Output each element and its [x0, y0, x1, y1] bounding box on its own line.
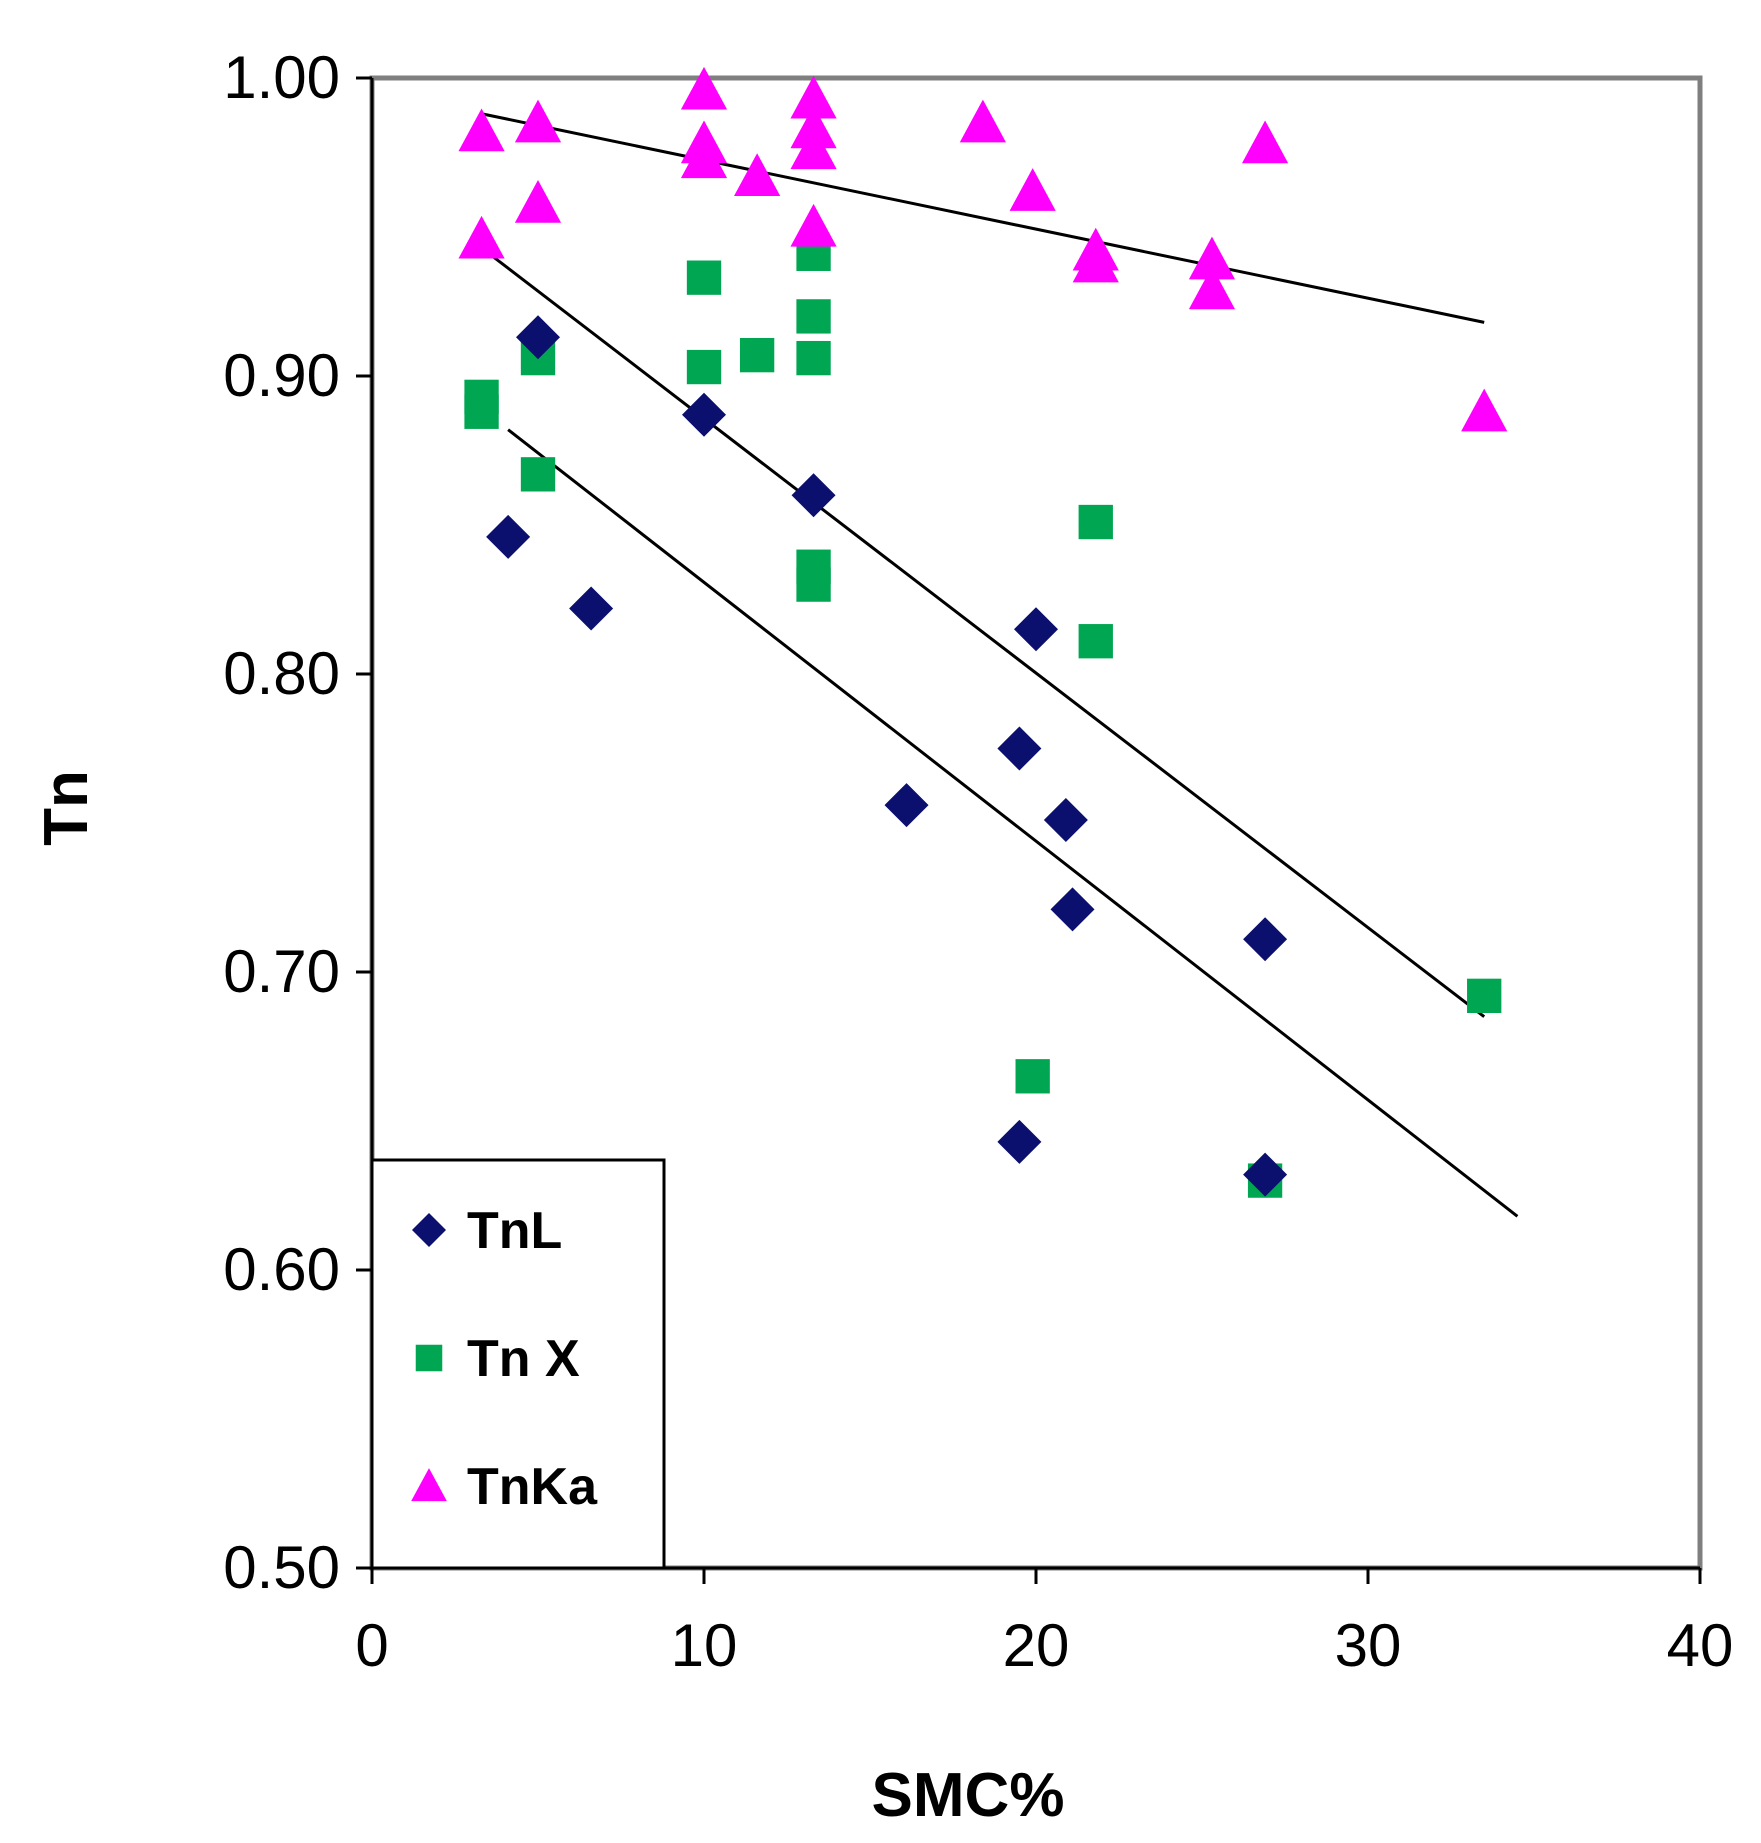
x-tick-label: 0: [355, 1612, 388, 1679]
data-point-triangle: [1188, 236, 1236, 280]
data-point-diamond: [997, 1119, 1042, 1164]
data-point-square: [1015, 1059, 1050, 1094]
data-point-diamond: [1243, 1152, 1288, 1197]
data-point-triangle: [734, 153, 781, 196]
legend-marker-diamond: [412, 1213, 446, 1247]
data-point-diamond: [791, 473, 836, 518]
x-axis-title: SMC%: [872, 1761, 1065, 1830]
data-point-triangle: [514, 180, 562, 223]
data-point-square: [1078, 504, 1113, 540]
data-point-triangle: [514, 99, 562, 143]
data-point-diamond: [1014, 607, 1058, 652]
data-point-triangle: [1072, 239, 1119, 283]
legend-label: TnL: [467, 1202, 562, 1260]
data-point-triangle: [458, 215, 505, 259]
y-axis-title: Tn: [32, 770, 101, 846]
data-point-square: [796, 340, 831, 376]
data-point-square: [796, 567, 831, 602]
data-point-triangle: [458, 108, 505, 152]
legend-marker-triangle: [411, 1468, 447, 1502]
data-point-triangle: [790, 75, 837, 119]
trendline: [480, 246, 1486, 1018]
data-point-diamond: [1243, 917, 1288, 962]
trendline: [481, 112, 1485, 324]
data-point-diamond: [682, 392, 726, 437]
data-point-square: [464, 394, 499, 429]
data-point-diamond: [516, 315, 560, 360]
legend-marker-square: [415, 1344, 443, 1372]
legend: TnL Tn X TnKa: [370, 1158, 666, 1570]
data-point-square: [1467, 978, 1502, 1013]
data-points: [458, 66, 1508, 1198]
data-point-triangle: [680, 66, 728, 110]
data-point-triangle: [1241, 120, 1289, 164]
x-tick-label: 20: [1003, 1612, 1070, 1679]
x-tick-label: 10: [671, 1612, 738, 1679]
data-point-triangle: [1188, 266, 1236, 310]
data-point-square: [739, 337, 775, 373]
trendline: [507, 428, 1519, 1218]
data-point-square: [1078, 624, 1113, 659]
data-point-triangle: [680, 135, 728, 179]
y-tick-label: 0.60: [223, 1236, 340, 1303]
data-point-triangle: [1461, 388, 1508, 432]
axes: 0.50 0.60 0.70 0.80 0.90 1.00 0 10 20 30 40: [223, 44, 1733, 1679]
y-tick-label: 0.80: [223, 640, 340, 707]
x-tick-label: 30: [1335, 1612, 1402, 1679]
y-tick-label: 1.00: [223, 44, 340, 111]
legend-label: Tn X: [467, 1330, 580, 1388]
data-point-diamond: [1050, 887, 1095, 932]
trendlines: [480, 112, 1519, 1218]
data-point-diamond: [486, 514, 531, 559]
data-point-diamond: [997, 726, 1042, 771]
data-point-triangle: [790, 203, 837, 247]
legend-label: TnKa: [467, 1458, 598, 1516]
data-point-triangle: [959, 99, 1006, 143]
y-tick-label: 0.50: [223, 1534, 340, 1601]
data-point-square: [686, 349, 722, 385]
data-point-square: [520, 457, 556, 492]
y-tick-label: 0.70: [223, 938, 340, 1005]
data-point-diamond: [569, 586, 614, 631]
data-point-square: [796, 299, 831, 334]
y-tick-label: 0.90: [223, 342, 340, 409]
x-tick-label: 40: [1667, 1612, 1734, 1679]
data-point-triangle: [1009, 168, 1056, 211]
data-point-diamond: [1043, 798, 1088, 843]
data-point-diamond: [884, 783, 929, 828]
data-point-square: [686, 260, 722, 295]
data-point-triangle: [790, 126, 837, 170]
